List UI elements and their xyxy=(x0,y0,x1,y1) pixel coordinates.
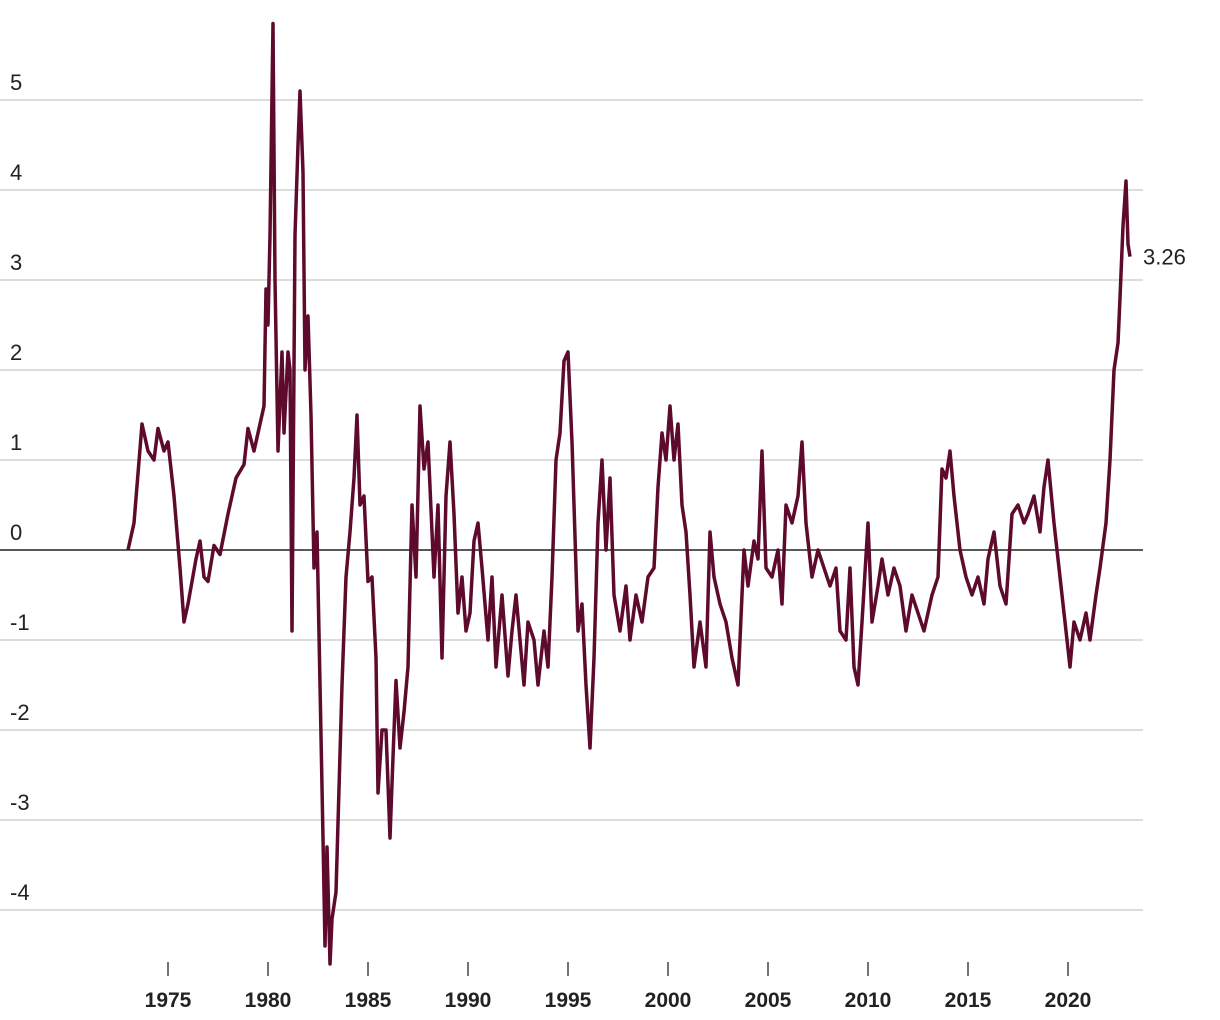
x-tick-label: 2020 xyxy=(1045,989,1092,1012)
x-tick-label: 2010 xyxy=(845,989,892,1012)
y-tick-label: 4 xyxy=(10,160,22,185)
y-tick-label: 3 xyxy=(10,250,22,275)
y-tick-label: -1 xyxy=(10,610,30,635)
x-tick-label: 2005 xyxy=(745,989,792,1012)
y-tick-label: -3 xyxy=(10,790,30,815)
y-tick-label: 2 xyxy=(10,340,22,365)
x-tick-label: 1975 xyxy=(145,989,192,1012)
x-tick-label: 1985 xyxy=(345,989,392,1012)
x-tick-label: 1990 xyxy=(445,989,492,1012)
y-tick-label: 5 xyxy=(10,70,22,95)
x-tick-label: 2015 xyxy=(945,989,992,1012)
x-tick-label: 1995 xyxy=(545,989,592,1012)
x-tick-label: 1980 xyxy=(245,989,292,1012)
y-tick-label: 0 xyxy=(10,520,22,545)
end-label: 3.26 xyxy=(1143,245,1186,270)
line xyxy=(126,21,1132,966)
x-tick-label: 2000 xyxy=(645,989,692,1012)
y-tick-label: -2 xyxy=(10,700,30,725)
y-tick-label: -4 xyxy=(10,880,30,905)
y-tick-label: 1 xyxy=(10,430,22,455)
